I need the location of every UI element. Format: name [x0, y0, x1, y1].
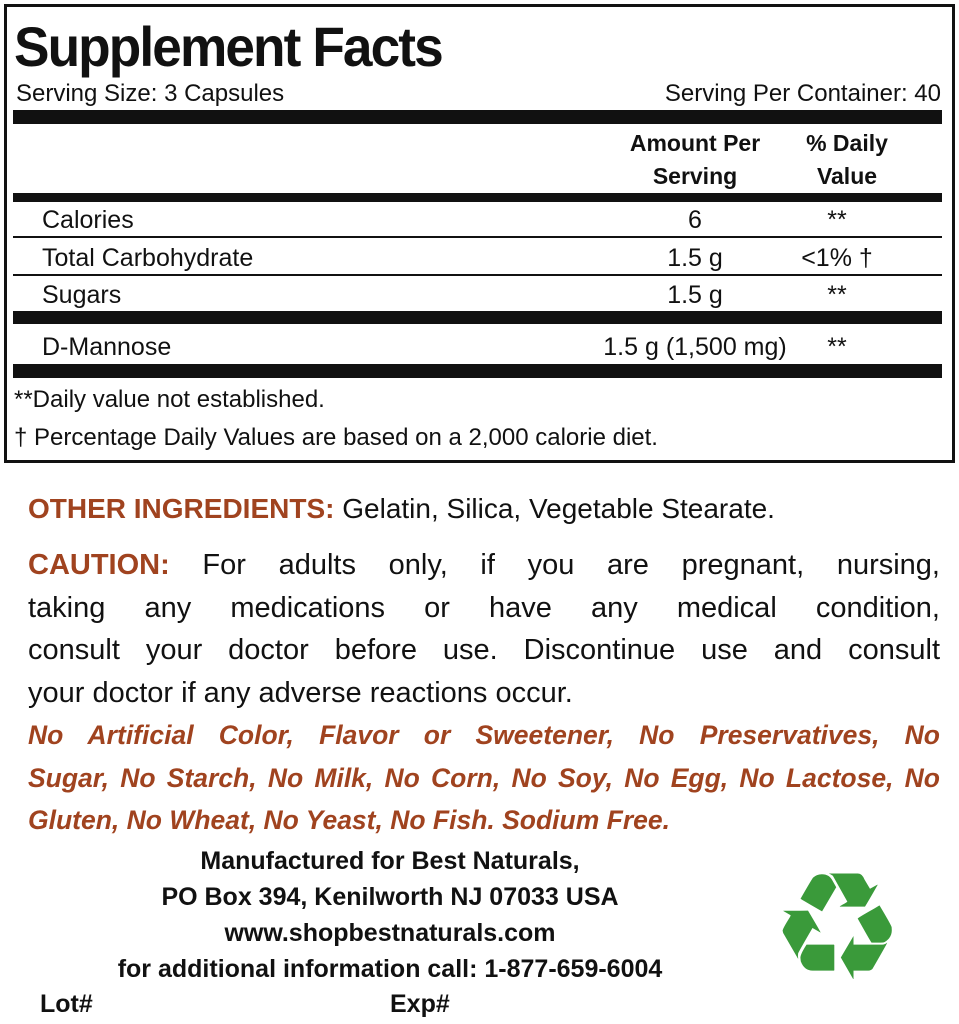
divider [13, 110, 942, 124]
row-amount: 1.5 g (1,500 mg) [603, 333, 787, 361]
row-dv: <1% † [801, 244, 873, 272]
footnote: † Percentage Daily Values are based on a… [14, 424, 658, 451]
row-dv: ** [827, 206, 847, 234]
divider [13, 236, 942, 238]
divider [13, 274, 942, 276]
divider [13, 311, 942, 324]
row-name: Calories [42, 206, 134, 234]
free-from-list: No Artificial Color, Flavor or Sweetener… [28, 720, 940, 835]
divider [13, 193, 942, 202]
servings-per-container: Serving Per Container: 40 [664, 80, 941, 107]
other-ingredients: OTHER INGREDIENTS: Gelatin, Silica, Vege… [28, 493, 775, 524]
supplement-facts-panel [4, 4, 955, 463]
manufacturer-info: Manufactured for Best Naturals, PO Box 3… [117, 847, 663, 983]
recycle-icon: ♻ [770, 841, 905, 1015]
row-amount: 1.5 g [667, 244, 723, 272]
footnote: **Daily value not established. [14, 386, 325, 413]
divider [13, 364, 942, 378]
page-title: Supplement Facts [14, 15, 444, 78]
row-name: Sugars [42, 281, 122, 309]
column-header-daily-value: % Daily Value [806, 130, 888, 189]
row-name: Total Carbohydrate [42, 244, 254, 272]
row-name: D-Mannose [42, 333, 172, 361]
exp-label: Exp# [390, 990, 450, 1018]
lot-label: Lot# [40, 990, 93, 1018]
row-dv: ** [827, 333, 847, 361]
column-header-amount: Amount Per Serving [629, 130, 761, 189]
row-amount: 1.5 g [667, 281, 723, 309]
serving-size: Serving Size: 3 Capsules [16, 80, 285, 107]
row-amount: 6 [688, 206, 702, 234]
caution-text: CAUTION: For adults only, if you are pre… [28, 549, 940, 709]
row-dv: ** [827, 281, 847, 309]
